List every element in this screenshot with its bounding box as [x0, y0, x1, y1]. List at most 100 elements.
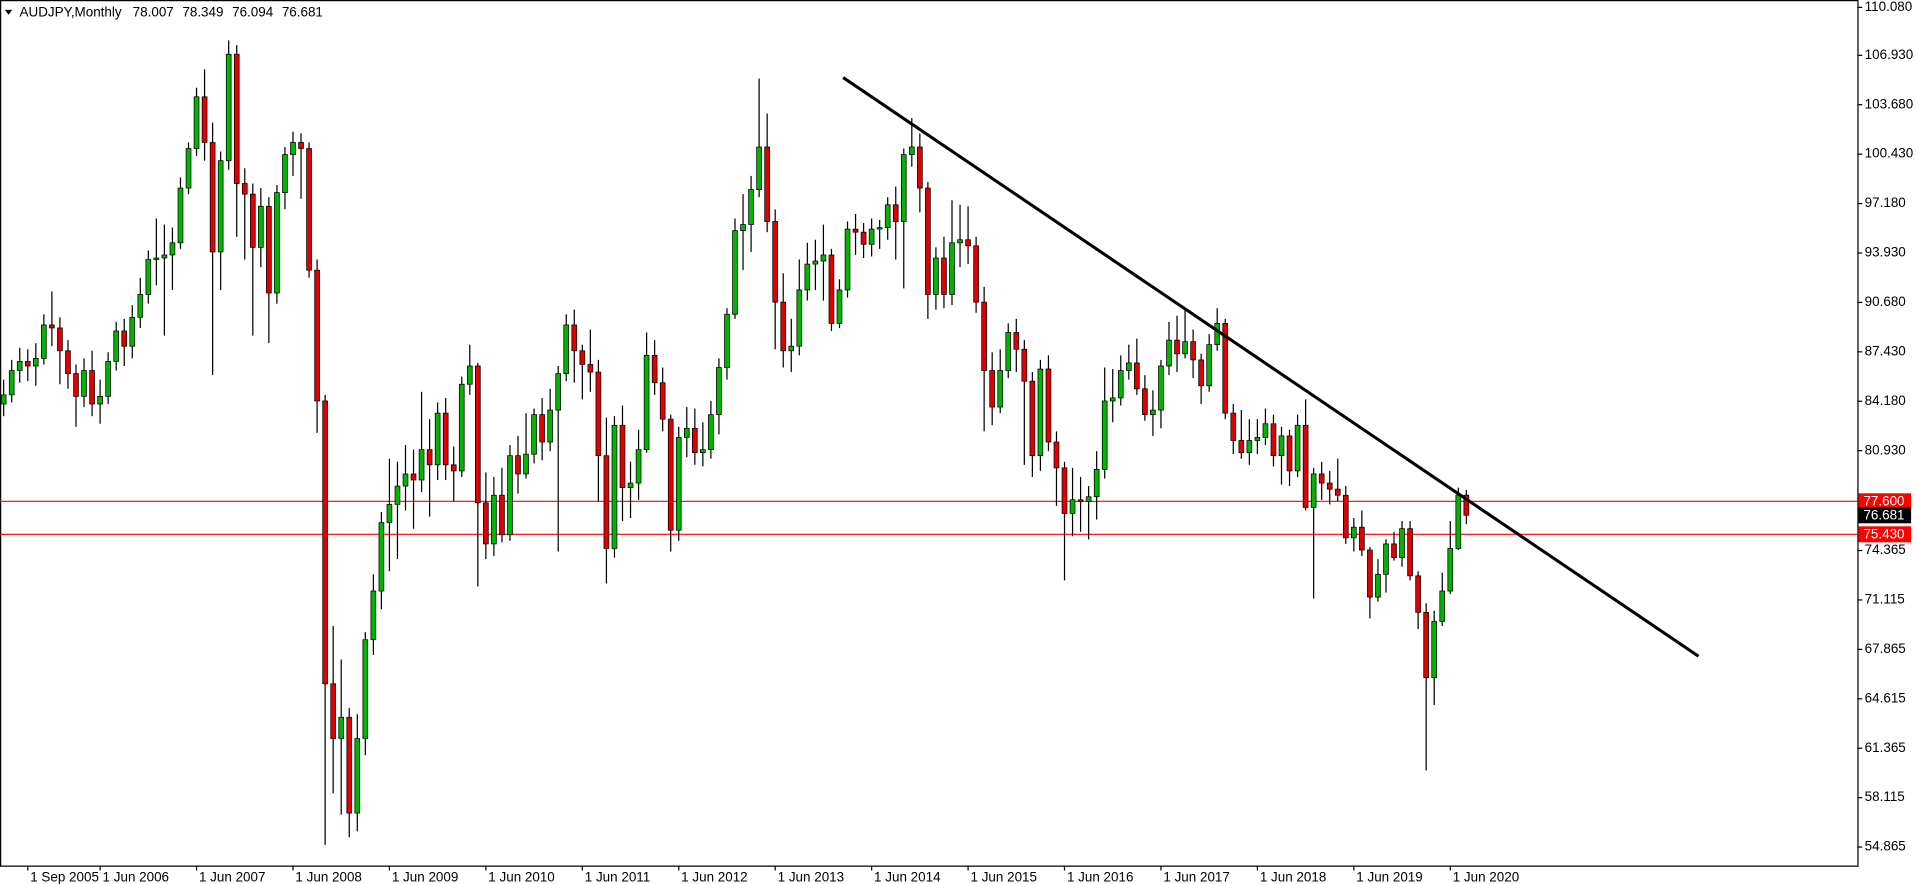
candle-body-up: [1125, 362, 1132, 371]
candle-body-down: [1198, 359, 1204, 387]
candle-body-up: [1383, 543, 1389, 575]
candle-body-up: [1431, 621, 1438, 679]
candle-body-up: [933, 257, 939, 295]
candle-body-up: [1182, 341, 1188, 355]
y-tick-label: 97.180: [1865, 195, 1906, 210]
trend-line: [842, 76, 1700, 658]
level-label: 75.430: [1863, 526, 1904, 541]
candle-body-down: [306, 148, 312, 271]
candle-body-down: [1286, 435, 1293, 472]
candle-body-up: [507, 455, 513, 536]
candle-body-down: [828, 254, 835, 324]
candle-body-down: [587, 364, 594, 373]
x-tick-label: 1 Jun 2013: [778, 869, 844, 884]
candle-body-down: [483, 502, 489, 545]
candle-body-up: [675, 437, 682, 531]
candle-body-down: [89, 370, 95, 405]
y-tick-label: 64.615: [1865, 690, 1906, 705]
candle-body-down: [1021, 348, 1028, 382]
candle-body-up: [949, 242, 955, 295]
candle-body-up: [611, 424, 618, 549]
y-tick-label: 87.430: [1865, 343, 1906, 358]
candle-body-up: [1262, 423, 1269, 438]
candle-body-up: [402, 473, 409, 487]
candle-body-down: [57, 327, 63, 352]
candle-body-up: [909, 146, 915, 155]
candle-body-down: [1174, 339, 1180, 355]
candle-body-up: [97, 396, 103, 405]
price-label: 76.681: [1863, 507, 1904, 522]
candle-body-up: [466, 365, 473, 385]
candle-body-down: [764, 146, 770, 222]
candle-body-down: [1077, 499, 1084, 502]
candle-body-up: [531, 414, 537, 455]
candle-body-down: [201, 96, 208, 143]
header-open: 78.007: [133, 4, 174, 19]
candle-body-down: [917, 146, 923, 189]
candle-body-up: [957, 239, 963, 244]
candle-body-up: [129, 316, 136, 347]
candle-body-down: [1222, 323, 1229, 414]
candle-body-up: [0, 394, 7, 405]
candle-body-up: [844, 228, 851, 291]
candle-body-up: [1439, 590, 1446, 622]
candle-body-up: [1294, 424, 1301, 472]
candle-body-down: [1270, 423, 1277, 457]
candle-body-up: [137, 294, 144, 318]
candle-body-down: [24, 361, 31, 367]
candle-body-down: [1326, 482, 1333, 490]
candle-body-up: [33, 358, 39, 367]
candle-body-down: [539, 414, 545, 443]
candle-body-up: [81, 370, 87, 397]
candle-body-up: [362, 639, 369, 739]
candle-body-up: [1109, 397, 1116, 402]
y-tick-label: 61.365: [1865, 740, 1906, 755]
y-tick-label: 84.180: [1865, 393, 1906, 408]
candle-body-up: [354, 738, 361, 814]
candle-body-up: [217, 160, 224, 253]
symbol: AUDJPY,Monthly: [20, 4, 122, 19]
candle-body-up: [724, 313, 730, 368]
candle-body-up: [418, 449, 425, 481]
candle-body-up: [1101, 400, 1108, 470]
candle-body-down: [692, 427, 698, 454]
candle-body-up: [804, 263, 811, 291]
candle-body-up: [1158, 365, 1164, 411]
candle-body-up: [997, 370, 1004, 408]
candle-body-down: [571, 324, 578, 352]
y-tick-label: 100.430: [1865, 146, 1914, 161]
candle-body-up: [555, 373, 562, 411]
candles: [0, 40, 1470, 846]
candle-body-up: [1150, 409, 1156, 416]
candle-body-up: [161, 254, 168, 259]
candle-body-down: [346, 716, 353, 814]
plot-frame: [0, 0, 1859, 867]
x-axis: 1 Sep 2005 1 Jun 2006 1 Jun 2007 1 Jun 2008…: [27, 865, 1519, 884]
candle-body-down: [475, 365, 481, 504]
candle-body-up: [836, 289, 843, 324]
candle-body-down: [973, 245, 979, 303]
candle-body-up: [643, 354, 650, 450]
candle-body-down: [1142, 388, 1148, 416]
x-tick-label: 1 Jun 2007: [199, 869, 265, 884]
candle-body-up: [868, 228, 875, 245]
candle-body-down: [989, 370, 995, 408]
candle-body-down: [603, 455, 610, 549]
candle-body-up: [16, 361, 23, 371]
candle-body-down: [1342, 494, 1349, 539]
candle-body-up: [1166, 339, 1172, 367]
candle-body-up: [1246, 440, 1253, 454]
candle-body-up: [145, 259, 152, 295]
candle-body-up: [1278, 435, 1285, 457]
level-label: 77.600: [1863, 493, 1904, 508]
candle-body-down: [651, 354, 658, 384]
candle-body-down: [442, 412, 449, 466]
x-tick-label: 1 Jun 2015: [971, 869, 1037, 884]
header-arrow: [4, 9, 13, 15]
candle-body-up: [900, 154, 907, 222]
candle-body-down: [314, 269, 320, 402]
candle-body-up: [338, 716, 345, 739]
candle-body-down: [499, 494, 505, 536]
candle-body-down: [892, 204, 899, 222]
